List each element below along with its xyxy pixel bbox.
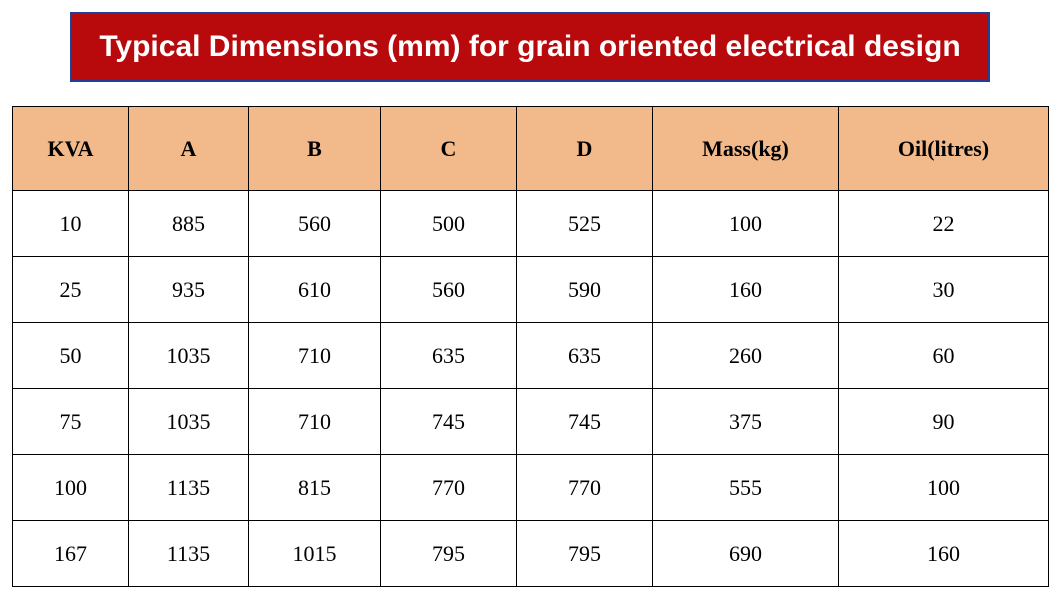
table-cell: 560: [249, 191, 381, 257]
table-cell: 90: [839, 389, 1049, 455]
table-head: KVAABCDMass(kg)Oil(litres): [13, 107, 1049, 191]
table-cell: 1135: [129, 521, 249, 587]
table-cell: 100: [839, 455, 1049, 521]
table-cell: 1035: [129, 323, 249, 389]
column-header: B: [249, 107, 381, 191]
table-cell: 60: [839, 323, 1049, 389]
table-cell: 770: [517, 455, 653, 521]
table-cell: 22: [839, 191, 1049, 257]
table-cell: 160: [653, 257, 839, 323]
table-row: 16711351015795795690160: [13, 521, 1049, 587]
table-row: 1088556050052510022: [13, 191, 1049, 257]
table-cell: 75: [13, 389, 129, 455]
table-cell: 710: [249, 389, 381, 455]
table-cell: 500: [381, 191, 517, 257]
table-cell: 635: [517, 323, 653, 389]
table-cell: 635: [381, 323, 517, 389]
table-cell: 560: [381, 257, 517, 323]
table-cell: 10: [13, 191, 129, 257]
table-cell: 555: [653, 455, 839, 521]
table-cell: 710: [249, 323, 381, 389]
title-banner: Typical Dimensions (mm) for grain orient…: [70, 12, 990, 82]
table-cell: 610: [249, 257, 381, 323]
table-cell: 690: [653, 521, 839, 587]
column-header: A: [129, 107, 249, 191]
table-cell: 375: [653, 389, 839, 455]
table-row: 50103571063563526060: [13, 323, 1049, 389]
table-cell: 815: [249, 455, 381, 521]
table-header-row: KVAABCDMass(kg)Oil(litres): [13, 107, 1049, 191]
table-cell: 885: [129, 191, 249, 257]
table-cell: 1035: [129, 389, 249, 455]
table-cell: 1015: [249, 521, 381, 587]
table-row: 75103571074574537590: [13, 389, 1049, 455]
table-cell: 260: [653, 323, 839, 389]
table-cell: 525: [517, 191, 653, 257]
table-cell: 795: [381, 521, 517, 587]
table-cell: 100: [653, 191, 839, 257]
table-cell: 745: [517, 389, 653, 455]
table-cell: 50: [13, 323, 129, 389]
dimensions-table: KVAABCDMass(kg)Oil(litres) 1088556050052…: [12, 106, 1049, 587]
table-body: 1088556050052510022259356105605901603050…: [13, 191, 1049, 587]
column-header: Mass(kg): [653, 107, 839, 191]
table-row: 1001135815770770555100: [13, 455, 1049, 521]
table-cell: 25: [13, 257, 129, 323]
table-cell: 745: [381, 389, 517, 455]
column-header: D: [517, 107, 653, 191]
table-cell: 770: [381, 455, 517, 521]
table-cell: 100: [13, 455, 129, 521]
table-cell: 1135: [129, 455, 249, 521]
table-cell: 795: [517, 521, 653, 587]
column-header: Oil(litres): [839, 107, 1049, 191]
table-cell: 935: [129, 257, 249, 323]
table-cell: 590: [517, 257, 653, 323]
column-header: KVA: [13, 107, 129, 191]
table-cell: 167: [13, 521, 129, 587]
table-cell: 30: [839, 257, 1049, 323]
column-header: C: [381, 107, 517, 191]
table-cell: 160: [839, 521, 1049, 587]
table-row: 2593561056059016030: [13, 257, 1049, 323]
